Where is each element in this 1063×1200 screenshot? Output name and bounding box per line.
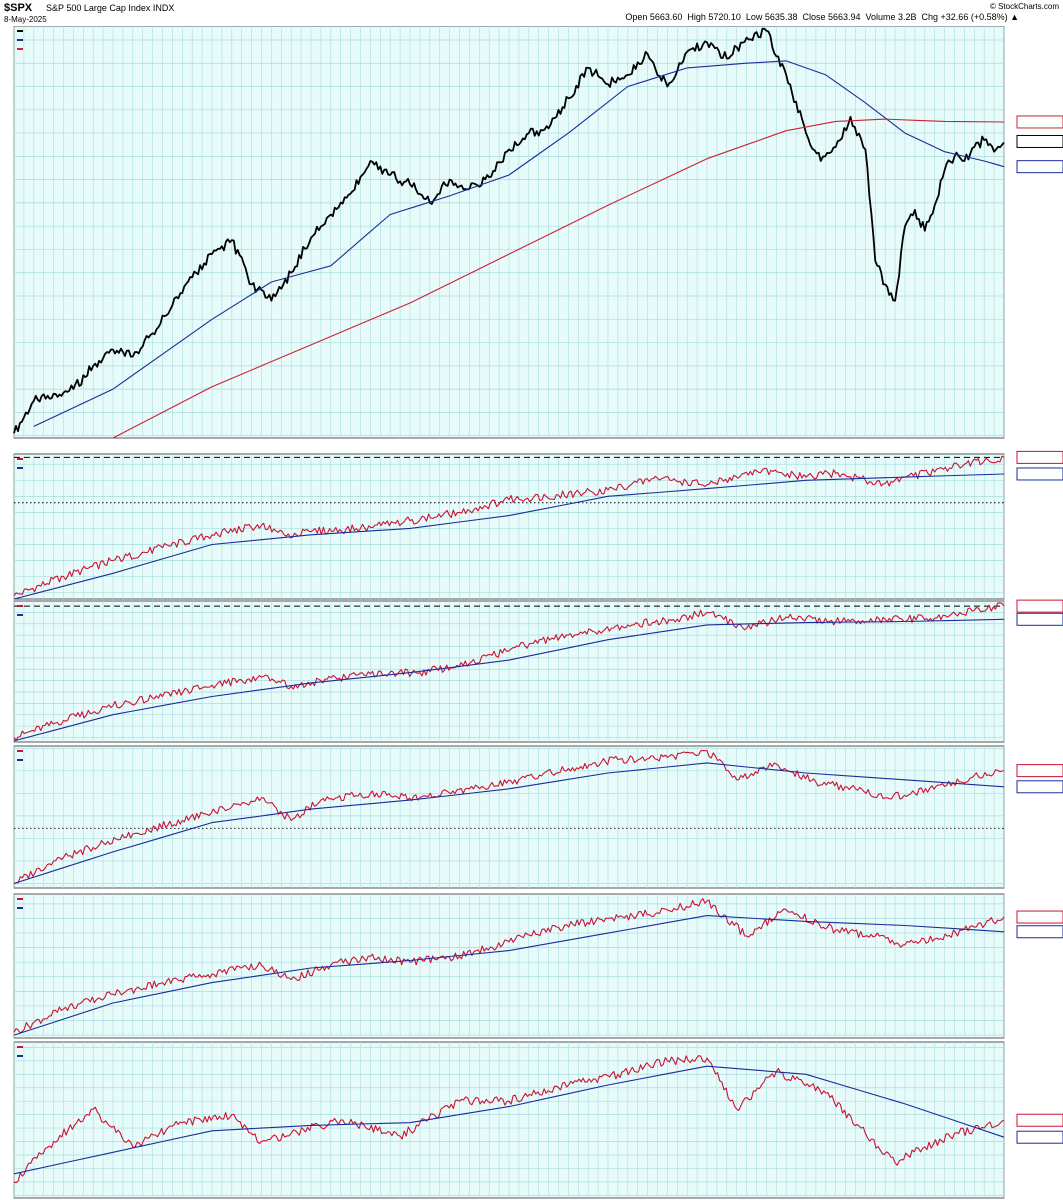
copyright: © StockCharts.com: [989, 2, 1059, 11]
series-line-ma50: [13, 915, 1005, 1036]
panel-0: [13, 26, 1063, 439]
legend: [17, 898, 23, 909]
series-line-ma200: [112, 118, 1005, 439]
price-stats: Open 5663.60 High 5720.10 Low 5635.38 Cl…: [625, 12, 1019, 22]
last-value-box: [1016, 599, 1063, 613]
panel-3: [13, 745, 1063, 889]
series-line-price: [13, 27, 1005, 434]
panel-1: [13, 450, 1063, 600]
legend: [17, 605, 23, 616]
last-value-box: [1016, 925, 1063, 939]
last-value-box: [1016, 612, 1063, 626]
x-gridlines: [13, 746, 1005, 888]
panel-5: [13, 1041, 1063, 1199]
series-line-adline: [13, 455, 1005, 597]
index-name: S&P 500 Large Cap Index INDX: [46, 3, 175, 13]
x-gridlines: [13, 894, 1005, 1038]
symbol-label: $SPX: [4, 2, 33, 14]
last-value-box: [1016, 1130, 1063, 1144]
chart-header: $SPX S&P 500 Large Cap Index INDX 8-May-…: [0, 0, 1063, 26]
last-value-box: [1016, 450, 1063, 464]
last-value-box: [1016, 764, 1063, 778]
series-line-ma50: [13, 473, 1005, 600]
legend: [17, 30, 23, 50]
series-line-adline: [13, 898, 1005, 1034]
last-value-box: [1016, 160, 1063, 174]
series-line-ma50: [33, 60, 1005, 427]
last-value-box: [1016, 467, 1063, 481]
legend: [17, 458, 23, 469]
series-line-ma50: [13, 618, 1005, 742]
last-value-box: [1016, 910, 1063, 924]
last-value-box: [1016, 134, 1063, 148]
series-line-ma50: [13, 762, 1005, 885]
series-line-adline: [13, 1055, 1005, 1184]
series-line-adline: [13, 749, 1005, 885]
legend: [17, 1046, 23, 1057]
last-value-box: [1016, 1113, 1063, 1127]
last-value-box: [1016, 780, 1063, 794]
x-gridlines: [13, 1042, 1005, 1198]
last-value-box: [1016, 115, 1063, 129]
x-gridlines: [13, 26, 1005, 438]
series-line-adline: [13, 602, 1005, 741]
chart-date: 8-May-2025: [4, 15, 47, 24]
panel-4: [13, 893, 1063, 1039]
series-line-ma50: [13, 1065, 1005, 1175]
chart-area: [13, 26, 1063, 1199]
legend: [17, 750, 23, 761]
panel-2: [13, 599, 1063, 743]
x-gridlines: [13, 601, 1005, 742]
